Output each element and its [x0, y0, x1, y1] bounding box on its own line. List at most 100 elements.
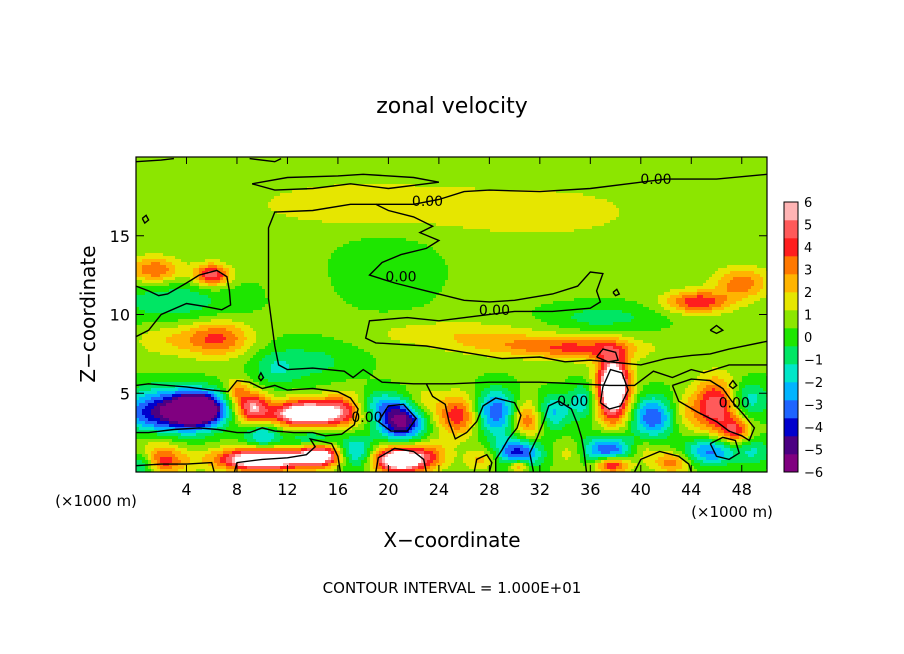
heatmap-cell	[253, 208, 256, 211]
heatmap-cell	[406, 199, 409, 202]
heatmap-cell	[421, 211, 424, 214]
heatmap-cell	[259, 217, 262, 220]
heatmap-cell	[226, 172, 229, 175]
heatmap-cell	[520, 184, 523, 187]
heatmap-cell	[274, 193, 277, 196]
heatmap-cell	[295, 181, 298, 184]
heatmap-cell	[745, 223, 748, 226]
heatmap-cell	[178, 211, 181, 214]
heatmap-cell	[406, 190, 409, 193]
heatmap-cell	[535, 181, 538, 184]
heatmap-cell	[403, 220, 406, 223]
heatmap-cell	[328, 220, 331, 223]
heatmap-cell	[199, 211, 202, 214]
heatmap-cell	[532, 223, 535, 226]
heatmap-cell	[220, 163, 223, 166]
heatmap-cell	[583, 175, 586, 178]
heatmap-cell	[451, 220, 454, 223]
heatmap-cell	[703, 169, 706, 172]
heatmap-cell	[262, 190, 265, 193]
heatmap-cell	[445, 223, 448, 226]
heatmap-cell	[382, 160, 385, 163]
heatmap-cell	[529, 193, 532, 196]
heatmap-cell	[454, 169, 457, 172]
heatmap-cell	[175, 172, 178, 175]
heatmap-cell	[301, 217, 304, 220]
heatmap-cell	[562, 166, 565, 169]
heatmap-cell	[577, 190, 580, 193]
heatmap-cell	[475, 214, 478, 217]
heatmap-cell	[388, 196, 391, 199]
heatmap-cell	[172, 226, 175, 229]
heatmap-cell	[538, 196, 541, 199]
heatmap-cell	[364, 187, 367, 190]
heatmap-cell	[541, 208, 544, 211]
heatmap-cell	[538, 214, 541, 217]
heatmap-cell	[745, 193, 748, 196]
heatmap-cell	[409, 178, 412, 181]
heatmap-cell	[415, 220, 418, 223]
heatmap-cell	[679, 205, 682, 208]
heatmap-cell	[682, 217, 685, 220]
heatmap-cell	[274, 202, 277, 205]
heatmap-cell	[595, 196, 598, 199]
heatmap-cell	[142, 202, 145, 205]
heatmap-cell	[709, 205, 712, 208]
heatmap-cell	[304, 181, 307, 184]
heatmap-cell	[553, 205, 556, 208]
heatmap-cell	[598, 205, 601, 208]
heatmap-cell	[460, 181, 463, 184]
heatmap-cell	[166, 160, 169, 163]
heatmap-cell	[508, 181, 511, 184]
heatmap-cell	[454, 220, 457, 223]
heatmap-cell	[661, 199, 664, 202]
heatmap-cell	[547, 205, 550, 208]
heatmap-cell	[532, 226, 535, 229]
heatmap-cell	[658, 205, 661, 208]
heatmap-cell	[175, 160, 178, 163]
heatmap-cell	[520, 175, 523, 178]
heatmap-cell	[169, 172, 172, 175]
heatmap-cell	[361, 160, 364, 163]
heatmap-cell	[727, 190, 730, 193]
heatmap-cell	[202, 199, 205, 202]
heatmap-cell	[457, 178, 460, 181]
heatmap-cell	[472, 187, 475, 190]
heatmap-cell	[703, 187, 706, 190]
heatmap-cell	[334, 196, 337, 199]
heatmap-cell	[217, 160, 220, 163]
heatmap-cell	[661, 160, 664, 163]
heatmap-cell	[556, 172, 559, 175]
heatmap-cell	[532, 181, 535, 184]
heatmap-cell	[352, 193, 355, 196]
heatmap-cell	[577, 178, 580, 181]
heatmap-cell	[169, 193, 172, 196]
heatmap-cell	[175, 217, 178, 220]
heatmap-cell	[439, 217, 442, 220]
heatmap-cell	[604, 172, 607, 175]
heatmap-cell	[583, 217, 586, 220]
heatmap-cell	[295, 193, 298, 196]
heatmap-cell	[187, 217, 190, 220]
heatmap-cell	[460, 184, 463, 187]
heatmap-cell	[556, 160, 559, 163]
heatmap-cell	[565, 199, 568, 202]
heatmap-cell	[583, 163, 586, 166]
heatmap-cell	[148, 169, 151, 172]
heatmap-cell	[352, 226, 355, 229]
heatmap-cell	[535, 196, 538, 199]
heatmap-cell	[718, 208, 721, 211]
heatmap-cell	[712, 160, 715, 163]
heatmap-cell	[529, 220, 532, 223]
heatmap-cell	[289, 226, 292, 229]
heatmap-cell	[331, 163, 334, 166]
heatmap-cell	[370, 217, 373, 220]
heatmap-cell	[160, 175, 163, 178]
heatmap-cell	[457, 208, 460, 211]
heatmap-cell	[340, 166, 343, 169]
heatmap-cell	[544, 217, 547, 220]
heatmap-cell	[706, 205, 709, 208]
heatmap-cell	[466, 199, 469, 202]
heatmap-cell	[298, 226, 301, 229]
heatmap-cell	[508, 208, 511, 211]
